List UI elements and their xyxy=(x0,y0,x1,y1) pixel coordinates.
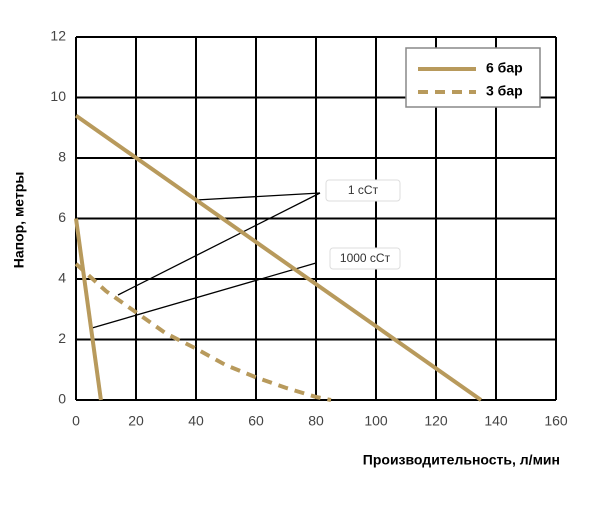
legend-label: 3 бар xyxy=(486,83,523,99)
y-tick-label: 10 xyxy=(50,88,66,104)
y-axis-label: Напор, метры xyxy=(11,172,27,269)
x-tick-label: 20 xyxy=(128,413,144,429)
annotation-text: 1000 сСт xyxy=(340,251,391,265)
annotation-line xyxy=(117,192,321,296)
x-tick-label: 60 xyxy=(248,413,264,429)
legend-box xyxy=(405,47,541,108)
x-tick-label: 100 xyxy=(364,413,388,429)
annotation-box xyxy=(325,179,401,202)
y-tick-label: 6 xyxy=(58,209,66,225)
x-tick-label: 120 xyxy=(424,413,448,429)
x-tick-label: 80 xyxy=(308,413,324,429)
annotation-line xyxy=(195,192,321,201)
y-tick-label: 2 xyxy=(58,330,66,346)
x-axis-label: Производительность, л/мин xyxy=(363,452,560,468)
y-tick-label: 0 xyxy=(58,391,66,407)
annotation-line xyxy=(91,262,317,329)
series-line xyxy=(74,262,332,402)
annotation-box xyxy=(329,247,401,270)
y-tick-label: 12 xyxy=(50,28,66,44)
annotation-text: 1 сСт xyxy=(348,183,379,197)
y-tick-label: 8 xyxy=(58,149,66,165)
x-tick-label: 0 xyxy=(72,413,80,429)
x-tick-label: 160 xyxy=(544,413,568,429)
legend-label: 6 бар xyxy=(486,60,523,76)
series-line xyxy=(74,114,483,402)
x-tick-label: 40 xyxy=(188,413,204,429)
x-tick-label: 140 xyxy=(484,413,508,429)
y-tick-label: 4 xyxy=(58,270,66,286)
series-line xyxy=(74,218,103,401)
